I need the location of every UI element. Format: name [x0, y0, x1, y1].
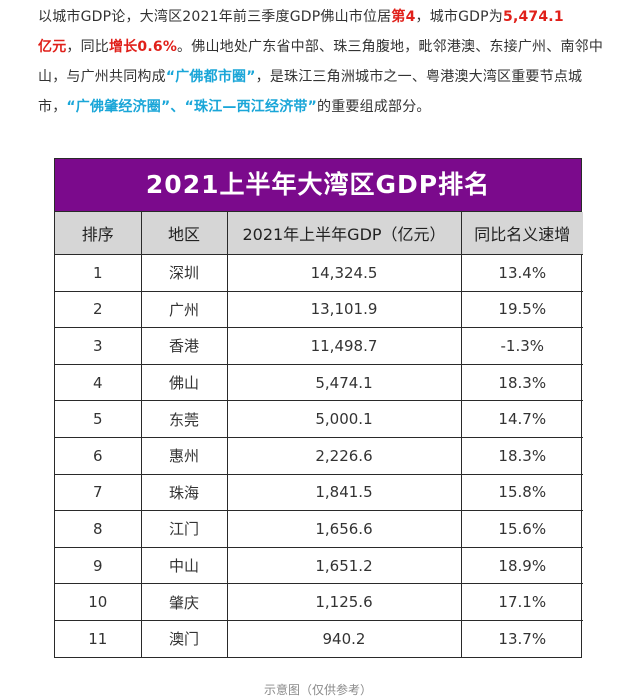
region-cell: 广州 [141, 291, 228, 329]
header-gdp: 2021年上半年GDP（亿元） [227, 212, 462, 255]
region-cell: 深圳 [141, 254, 228, 292]
intro-text: 。佛山地处广东省中部、珠三角腹地，毗邻港澳、东接广州、南邻中山，与广州共同构成 [38, 39, 604, 85]
intro-text: ，城市GDP为 [415, 9, 504, 25]
region-cell: 江门 [141, 510, 228, 548]
intro-text: ，是珠江三角洲城市之一、粤港澳大湾区重要节点城市， [38, 69, 583, 115]
growth-cell: 18.3% [461, 364, 583, 402]
rank-cell: 10 [55, 583, 142, 621]
rank-cell: 8 [55, 510, 142, 548]
intro-paragraph: 以城市GDP论，大湾区2021年前三季度GDP佛山市位居第4，城市GDP为5,4… [38, 2, 606, 122]
rank-highlight: 第4 [391, 9, 416, 25]
region-cell: 中山 [141, 547, 228, 585]
gdp-cell: 1,125.6 [227, 583, 462, 621]
table-row: 2 广州 13,101.9 19.5% [55, 291, 583, 329]
table-row: 8 江门 1,656.6 15.6% [55, 510, 583, 548]
region-cell: 澳门 [141, 620, 228, 657]
rank-cell: 4 [55, 364, 142, 402]
growth-cell: 17.1% [461, 583, 583, 621]
intro-text: ，同比 [66, 39, 110, 55]
gdp-cell: 5,474.1 [227, 364, 462, 402]
intro-text: 以城市GDP论，大湾区2021年前三季度GDP佛山市位居 [38, 9, 392, 25]
region-cell: 肇庆 [141, 583, 228, 621]
region-cell: 惠州 [141, 437, 228, 475]
rank-cell: 5 [55, 400, 142, 438]
gdp-cell: 1,841.5 [227, 474, 462, 512]
table-row: 1 深圳 14,324.5 13.4% [55, 254, 583, 292]
rank-cell: 3 [55, 327, 142, 365]
table-row: 4 佛山 5,474.1 18.3% [55, 364, 583, 402]
table-row: 6 惠州 2,226.6 18.3% [55, 437, 583, 475]
rank-cell: 6 [55, 437, 142, 475]
header-rank: 排序 [55, 212, 142, 255]
region-cell: 佛山 [141, 364, 228, 402]
region-cell: 珠海 [141, 474, 228, 512]
table-row: 7 珠海 1,841.5 15.8% [55, 474, 583, 512]
growth-cell: 15.6% [461, 510, 583, 548]
gdp-cell: 1,656.6 [227, 510, 462, 548]
growth-cell: 13.7% [498, 629, 547, 648]
table-title: 2021上半年大湾区GDP排名 [55, 159, 581, 212]
gdp-cell: 5,000.1 [227, 400, 462, 438]
gdp-cell: 1,651.2 [227, 547, 462, 585]
gdp-cell: 14,324.5 [227, 254, 462, 292]
gdp-cell: 13,101.9 [227, 291, 462, 329]
growth-cell: 15.8% [461, 474, 583, 512]
gdp-cell: 11,498.7 [227, 327, 462, 365]
rank-cell: 7 [55, 474, 142, 512]
gdp-cell: 2,226.6 [227, 437, 462, 475]
table-row: 5 东莞 5,000.1 14.7% [55, 400, 583, 438]
growth-cell: 13.4% [461, 254, 583, 292]
gdp-value-highlight: 5,474.1 [503, 9, 564, 25]
header-row: 排序 地区 2021年上半年GDP（亿元） 同比名义速增 [55, 212, 583, 255]
gdp-unit-highlight: 亿元 [38, 39, 67, 55]
region-cell: 东莞 [141, 400, 228, 438]
table-row: 3 香港 11,498.7 -1.3% [55, 327, 583, 365]
gdp-ranking-table: 2021上半年大湾区GDP排名 排序 地区 2021年上半年GDP（亿元） 同比… [54, 158, 583, 658]
header-growth: 同比名义速增 [461, 212, 583, 255]
rank-cell: 1 [55, 254, 142, 292]
table-row: 10 肇庆 1,125.6 17.1% [55, 583, 583, 621]
intro-text: 的重要组成部分。 [317, 99, 431, 115]
growth-cell: -1.3% [461, 327, 583, 365]
economic-zone-highlight: “广佛肇经济圈”、“珠江—西江经济带” [66, 99, 318, 115]
growth-cell: 18.9% [461, 547, 583, 585]
image-caption: 示意图（仅供参考） [263, 683, 372, 697]
region-cell: 香港 [141, 327, 228, 365]
growth-highlight: 增长0.6% [109, 39, 178, 55]
table-row: 9 中山 1,651.2 18.9% [55, 547, 583, 585]
growth-cell: 18.3% [461, 437, 583, 475]
growth-cell: 19.5% [461, 291, 583, 329]
rank-cell: 2 [55, 291, 142, 329]
guangfo-circle-highlight: “广佛都市圈” [165, 69, 256, 85]
header-region: 地区 [141, 212, 228, 255]
rank-cell: 9 [55, 547, 142, 585]
ranking-grid: 排序 地区 2021年上半年GDP（亿元） 同比名义速增 1 深圳 14,324.5… [55, 212, 583, 657]
rank-cell: 11 [55, 620, 142, 657]
gdp-cell: 940.2 [227, 620, 462, 657]
table-row: 11 澳门 940.2 13.7% [55, 620, 583, 657]
growth-cell: 14.7% [461, 400, 583, 438]
